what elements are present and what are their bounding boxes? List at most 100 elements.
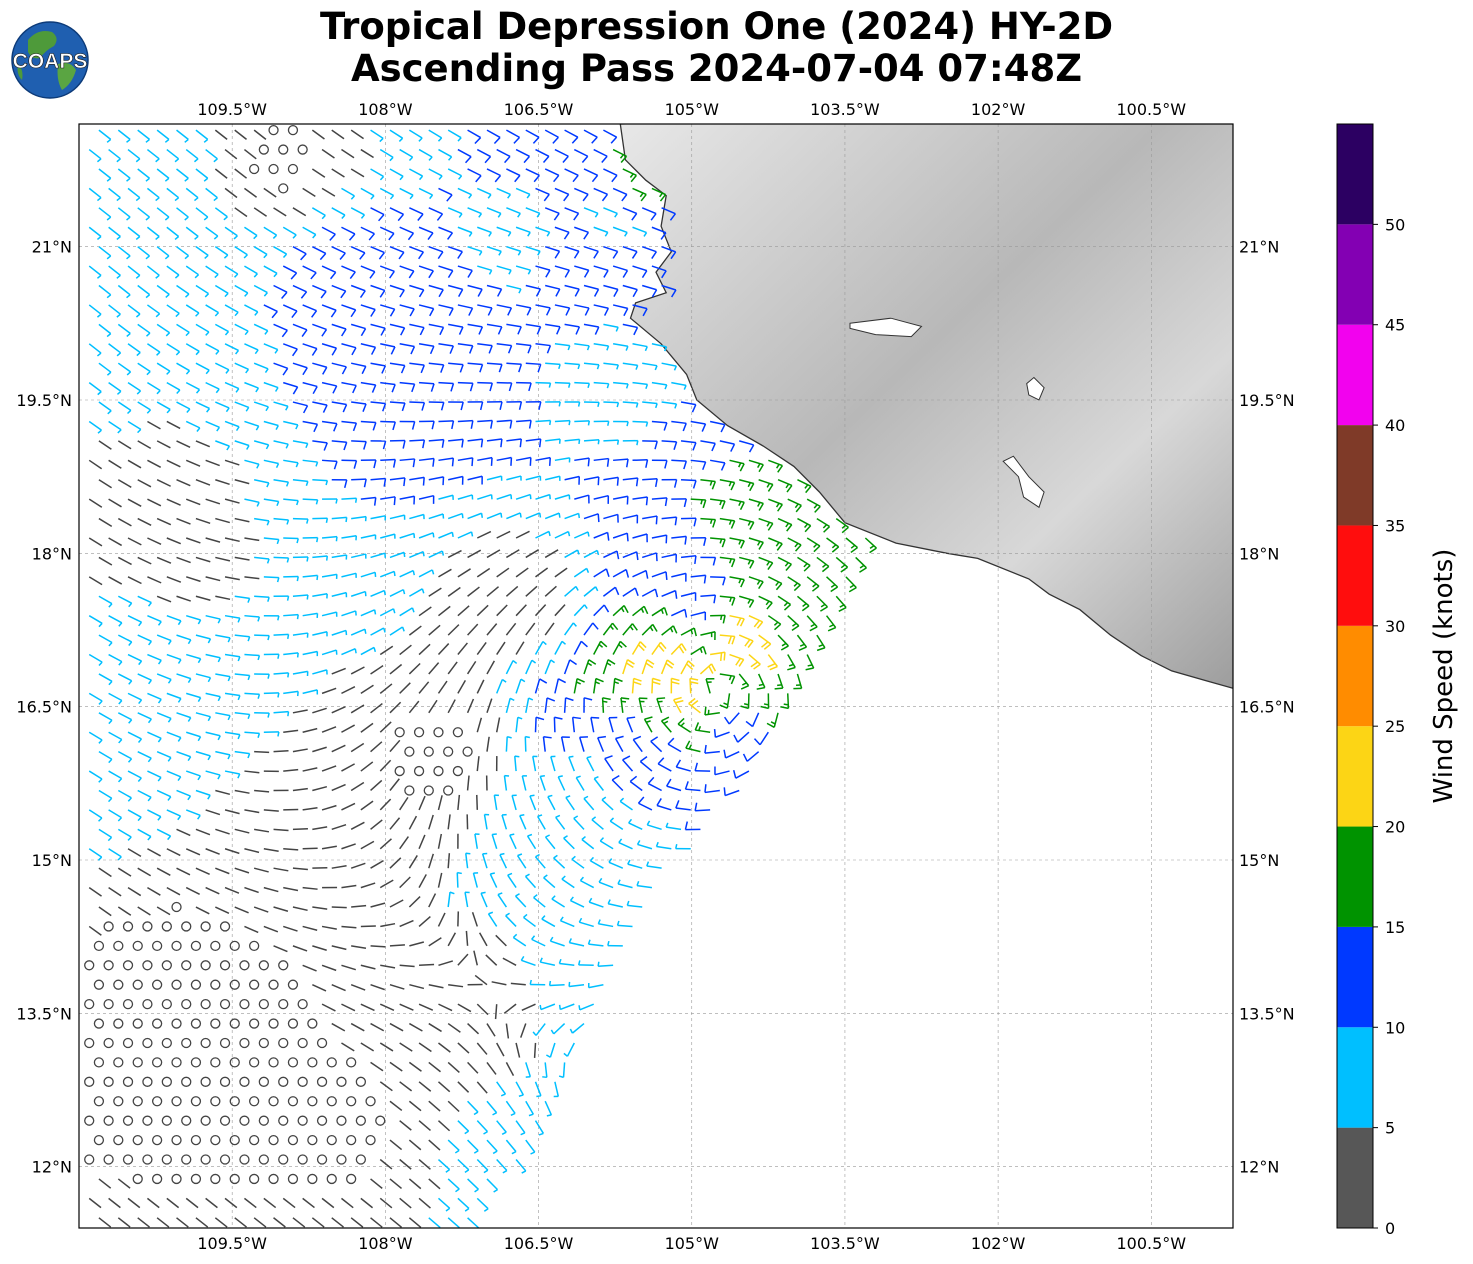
wind-barb: [541, 915, 556, 928]
wind-barb: [283, 381, 299, 395]
wind-barb: [302, 612, 319, 619]
wind-barb: [156, 168, 170, 182]
wind-barb: [408, 1061, 422, 1072]
calm-wind-marker: [103, 1076, 114, 1087]
wind-barb: [467, 323, 484, 335]
wind-barb: [127, 343, 141, 357]
wind-barb: [558, 1003, 575, 1011]
wind-barb: [273, 323, 288, 338]
wind-barb: [447, 891, 455, 908]
wind-barb: [195, 750, 211, 761]
wind-barb: [176, 595, 191, 602]
calm-wind-marker: [113, 1096, 124, 1107]
wind-barb: [389, 129, 404, 142]
wind-barb: [700, 478, 717, 490]
wind-barb: [447, 1100, 460, 1113]
wind-barb: [185, 537, 201, 544]
wind-barb: [399, 343, 416, 355]
wind-barb: [806, 498, 821, 513]
wind-barb: [370, 284, 386, 298]
wind-barb: [186, 692, 202, 703]
calm-wind-marker: [200, 960, 211, 971]
wind-barb: [563, 697, 574, 713]
wind-barb: [195, 789, 211, 800]
wind-barb: [341, 925, 357, 929]
wind-barb: [515, 1120, 526, 1136]
wind-barb: [351, 945, 367, 950]
wind-barb: [409, 476, 425, 486]
wind-barb: [486, 1139, 498, 1155]
wind-barb: [467, 1100, 479, 1116]
wind-barb: [215, 828, 230, 835]
wind-barb: [418, 304, 435, 317]
calm-wind-marker: [258, 998, 269, 1010]
wind-barb: [263, 226, 278, 239]
wind-barb: [474, 974, 488, 986]
wind-barb: [742, 751, 760, 762]
wind-barb: [593, 604, 610, 617]
wind-barb: [753, 731, 769, 746]
wind-barb: [544, 129, 559, 144]
wind-barb: [214, 129, 228, 140]
calm-wind-marker: [307, 1096, 318, 1107]
wind-barb: [408, 700, 420, 714]
wind-barb: [525, 1139, 536, 1155]
wind-barb: [457, 642, 468, 656]
wind-barb: [302, 964, 317, 972]
wind-barb: [864, 537, 877, 554]
wind-barb: [651, 343, 668, 352]
calm-wind-marker: [84, 1037, 95, 1049]
wind-barb: [495, 678, 507, 694]
wind-barb: [389, 477, 406, 487]
wind-barb: [564, 323, 581, 335]
wind-barb: [360, 534, 377, 540]
wind-barb: [777, 517, 793, 532]
lake-0: [849, 317, 923, 338]
wind-barb: [505, 912, 517, 927]
wind-barb: [224, 614, 241, 623]
wind-barb: [321, 726, 337, 733]
wind-barb: [710, 498, 726, 510]
wind-barb: [244, 886, 259, 894]
wind-barb: [88, 731, 103, 744]
wind-barb: [399, 796, 409, 811]
calm-wind-marker: [326, 1134, 337, 1146]
wind-barb: [341, 187, 356, 200]
wind-barb: [350, 781, 365, 792]
wind-barb: [535, 148, 550, 164]
wind-barb: [215, 401, 230, 413]
wind-barb: [108, 265, 121, 279]
wind-barb: [244, 925, 259, 934]
wind-barb: [146, 304, 161, 318]
calm-wind-marker: [336, 1076, 347, 1087]
wind-barb: [127, 1197, 141, 1209]
wind-barb: [370, 515, 387, 521]
wind-barb: [224, 770, 241, 779]
wind-barb: [564, 549, 580, 559]
wind-barb: [340, 1197, 354, 1209]
wind-barb: [729, 614, 745, 627]
colorbar-tick-label: 5: [1385, 1119, 1395, 1138]
wind-barb: [465, 930, 469, 946]
wind-barb: [719, 634, 736, 645]
wind-barb: [166, 576, 182, 583]
wind-barb: [409, 941, 425, 947]
wind-barb: [505, 585, 519, 597]
wind-barb: [493, 794, 499, 811]
wind-barb: [302, 343, 318, 356]
wind-barb: [321, 687, 337, 695]
wind-barb: [253, 129, 267, 140]
wind-barb: [496, 1120, 507, 1135]
wind-barb: [127, 770, 142, 783]
calm-wind-marker: [161, 960, 172, 971]
wind-barb: [186, 614, 202, 625]
wind-barb: [234, 207, 248, 218]
calm-wind-marker: [171, 1057, 182, 1068]
wind-barb: [684, 781, 701, 792]
calm-wind-marker: [287, 124, 299, 136]
wind-barb: [428, 550, 445, 559]
wind-barb: [515, 893, 527, 908]
wind-barb: [641, 552, 658, 562]
wind-barb: [496, 304, 513, 316]
wind-barb: [234, 479, 250, 485]
